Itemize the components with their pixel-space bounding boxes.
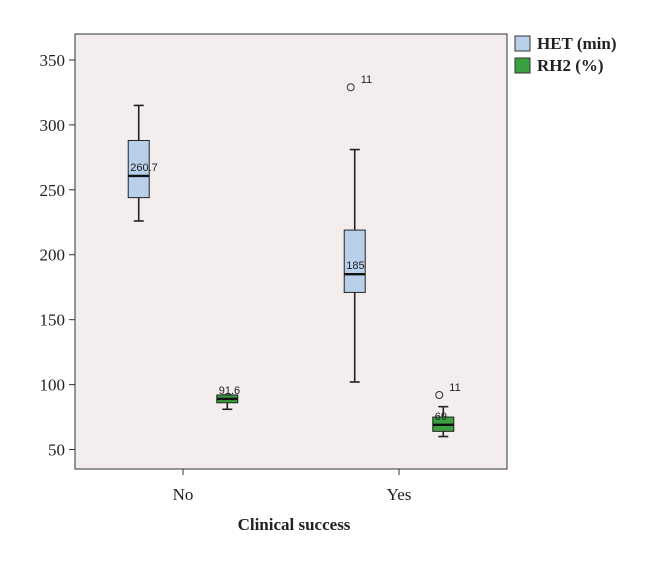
- box-yes-0: 185 11: [343, 74, 372, 383]
- outlier-label: 11: [449, 382, 460, 394]
- box-yes-1: 69 11: [432, 382, 461, 438]
- y-tick-label: 100: [40, 376, 66, 395]
- legend-swatch: [514, 35, 531, 52]
- y-tick-label: 350: [40, 51, 66, 70]
- median-label: 91.6: [219, 385, 240, 397]
- legend-swatch: [514, 57, 531, 74]
- box-no-1: 91.6: [216, 385, 240, 411]
- legend: HET (min) RH2 (%): [514, 34, 617, 75]
- outlier-point: [346, 83, 355, 92]
- median-label: 260.7: [130, 162, 158, 174]
- outlier-point: [435, 390, 444, 399]
- box-iqr: [343, 229, 366, 293]
- y-tick-label: 150: [40, 311, 66, 330]
- median-label: 69: [435, 411, 447, 423]
- y-axis: 50 100 150 200 250 300 350: [40, 51, 75, 460]
- y-tick-label: 300: [40, 116, 66, 135]
- box-no-0: 260.7: [127, 104, 158, 222]
- y-tick-label: 250: [40, 181, 66, 200]
- box-layer: 260.7 185 11 91.6 69 11: [127, 74, 461, 438]
- median-label: 185: [346, 260, 364, 272]
- legend-label: HET (min): [537, 34, 617, 53]
- y-tick-label: 50: [48, 441, 65, 460]
- x-axis: No Yes: [173, 469, 412, 504]
- x-axis-title: Clinical success: [238, 515, 351, 534]
- y-tick-label: 200: [40, 246, 66, 265]
- x-tick-label: No: [173, 485, 194, 504]
- legend-label: RH2 (%): [537, 56, 604, 75]
- x-tick-label: Yes: [387, 485, 412, 504]
- outlier-label: 11: [361, 74, 372, 86]
- plot-area: [74, 33, 508, 470]
- box-iqr: [127, 139, 150, 199]
